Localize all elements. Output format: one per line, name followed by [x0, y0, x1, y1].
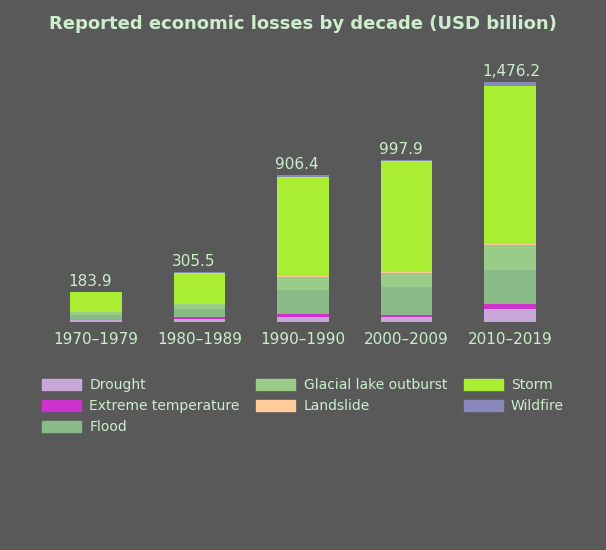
Bar: [484, 86, 536, 244]
Bar: [484, 270, 536, 304]
Bar: [381, 317, 433, 322]
Bar: [277, 177, 329, 276]
Text: 1,476.2: 1,476.2: [482, 64, 540, 79]
Bar: [484, 245, 536, 270]
Bar: [484, 82, 536, 86]
Title: Reported economic losses by decade (USD billion): Reported economic losses by decade (USD …: [49, 15, 557, 33]
Bar: [173, 272, 225, 273]
Bar: [173, 317, 225, 319]
Bar: [381, 287, 433, 315]
Bar: [277, 276, 329, 277]
Bar: [70, 293, 122, 311]
Text: 183.9: 183.9: [68, 274, 112, 289]
Bar: [381, 160, 433, 161]
Bar: [173, 319, 225, 322]
Text: 906.4: 906.4: [275, 157, 319, 172]
Legend: Drought, Extreme temperature, Flood, Glacial lake outburst, Landslide, Storm, Wi: Drought, Extreme temperature, Flood, Gla…: [36, 373, 570, 440]
Bar: [381, 272, 433, 273]
Text: 305.5: 305.5: [171, 254, 215, 270]
Bar: [484, 304, 536, 309]
Bar: [70, 315, 122, 320]
Bar: [70, 321, 122, 322]
Bar: [277, 317, 329, 322]
Bar: [173, 304, 225, 309]
Bar: [277, 174, 329, 177]
Bar: [277, 277, 329, 290]
Bar: [381, 273, 433, 287]
Bar: [173, 273, 225, 304]
Bar: [173, 309, 225, 317]
Bar: [70, 320, 122, 321]
Bar: [381, 315, 433, 317]
Bar: [70, 312, 122, 315]
Text: 997.9: 997.9: [379, 142, 422, 157]
Bar: [484, 244, 536, 245]
Bar: [277, 314, 329, 317]
Bar: [381, 161, 433, 272]
Bar: [484, 309, 536, 322]
Bar: [277, 290, 329, 314]
